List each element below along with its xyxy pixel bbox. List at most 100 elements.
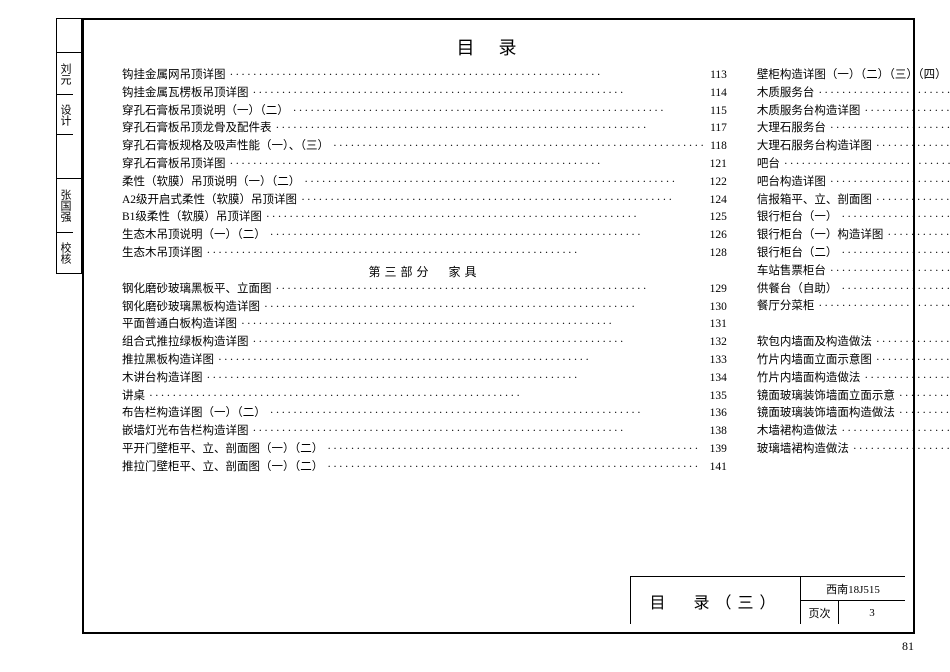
side-tab: 刘元 设计 张国强 校核 [56, 18, 82, 274]
toc-columns: 钩挂金属网吊顶详图113 钩挂金属瓦楞板吊顶详图 114 穿孔石膏板吊顶说明（一）（二… [92, 70, 905, 480]
toc-dots [249, 426, 710, 438]
toc-dots [814, 301, 950, 313]
toc-label: 生态木吊顶详图 [122, 248, 203, 260]
toc-label: 柔性（软膜）吊顶说明（一）（二） [122, 177, 300, 189]
toc-dots [872, 337, 950, 349]
toc-entry: 大理石服务台149 [757, 123, 950, 135]
toc-dots [297, 195, 710, 207]
toc-dots [872, 141, 950, 153]
toc-page: 129 [710, 284, 727, 296]
toc-entry: A2级开启式柔性（软膜）吊顶详图124 [122, 195, 727, 207]
toc-page: 133 [710, 355, 727, 367]
toc-label: 布告栏构造详图（一）（二） [122, 408, 266, 420]
toc-entry: 软包内墙面及构造做法160 [757, 337, 950, 349]
toc-dots [329, 141, 710, 153]
side-cell-name-1: 刘元 [57, 53, 73, 95]
toc-label: 吧台构造详图 [757, 177, 826, 189]
toc-label: 餐厅分菜柜 [757, 301, 815, 313]
toc-label: 信报箱平、立、剖面图 [757, 195, 872, 207]
toc-label: 穿孔石膏板吊顶详图 [122, 159, 226, 171]
toc-page: 117 [710, 123, 727, 135]
toc-dots [203, 373, 710, 385]
footer-title: 目 录（三） [631, 577, 801, 624]
toc-label: 嵌墙灯光布告栏构造详图 [122, 426, 249, 438]
toc-dots [895, 408, 950, 420]
toc-label: 木墙裙构造做法 [757, 426, 838, 438]
toc-page: 135 [710, 391, 727, 403]
toc-label: 讲桌 [122, 391, 145, 403]
toc-entry: 竹片内墙面立面示意图161 [757, 355, 950, 367]
toc-entry: 组合式推拉绿板构造详图132 [122, 337, 727, 349]
toc-dots [266, 408, 710, 420]
toc-dots [780, 159, 950, 171]
toc-label: 钩挂金属瓦楞板吊顶详图 [122, 88, 249, 100]
toc-entry: 大理石服务台构造详图150 [757, 141, 950, 153]
toc-dots [837, 248, 950, 260]
toc-label: 钢化磨砂玻璃黑板构造详图 [122, 302, 260, 314]
toc-entry: 钩挂金属瓦楞板吊顶详图 114 [122, 88, 727, 100]
side-cell-name-2: 张国强 [57, 179, 73, 233]
toc-entry: 壁柜构造详图（一）（二）（三）（四）143 [757, 70, 950, 82]
toc-label: 木讲台构造详图 [122, 373, 203, 385]
toc-dots [226, 70, 711, 82]
toc-dots [145, 391, 710, 403]
toc-entry: 木质服务台147 [757, 88, 950, 100]
toc-entry: B1级柔性（软膜）吊顶详图 125 [122, 212, 727, 224]
toc-page: 128 [710, 248, 727, 260]
toc-entry: 穿孔石膏板规格及吸声性能（一）、（三）118 [122, 141, 727, 153]
footer-docnum: 西南18J515 [801, 581, 905, 597]
toc-page: 131 [710, 319, 727, 331]
side-sig-1 [57, 19, 81, 53]
toc-dots [289, 106, 710, 118]
toc-entry: 平面普通白板构造详图 131 [122, 319, 727, 331]
toc-page: 114 [710, 88, 727, 100]
footer-docnum-row: 西南18J515 [801, 577, 905, 601]
toc-entry: 银行柜台（二）156 [757, 248, 950, 260]
toc-label: 软包内墙面及构造做法 [757, 337, 872, 349]
toc-entry: 生态木吊顶说明（一）（二）126 [122, 230, 727, 242]
toc-entry: 平开门壁柜平、立、剖面图（一）（二）139 [122, 444, 727, 456]
toc-dots [203, 248, 710, 260]
toc-dots [837, 426, 950, 438]
section-heading: 第三部分 家具 [122, 266, 727, 278]
toc-label: 银行柜台（一）构造详图 [757, 230, 884, 242]
toc-label: 推拉门壁柜平、立、剖面图（一）（二） [122, 462, 323, 474]
toc-dots [837, 212, 950, 224]
toc-entry: 餐厅分菜柜159 [757, 301, 950, 313]
toc-dots [262, 212, 710, 224]
toc-entry: 镜面玻璃装饰墙面构造做法164 [757, 408, 950, 420]
toc-dots [872, 195, 950, 207]
toc-dots [323, 462, 709, 474]
toc-page: 126 [710, 230, 727, 242]
toc-dots [272, 123, 711, 135]
toc-dots [266, 230, 710, 242]
toc-entry: 信报箱平、立、剖面图153 [757, 195, 950, 207]
toc-dots [249, 88, 711, 100]
left-column: 钩挂金属网吊顶详图113 钩挂金属瓦楞板吊顶详图 114 穿孔石膏板吊顶说明（一）（二… [122, 70, 727, 480]
toc-label: 钩挂金属网吊顶详图 [122, 70, 226, 82]
toc-label: 平面普通白板构造详图 [122, 319, 237, 331]
toc-page: 124 [710, 195, 727, 207]
toc-entry: 钩挂金属网吊顶详图113 [122, 70, 727, 82]
side-sig-2 [57, 135, 81, 179]
toc-entry: 穿孔石膏板吊顶说明（一）（二）115 [122, 106, 727, 118]
footer-page-label: 页次 [801, 601, 839, 624]
toc-page: 125 [710, 212, 727, 224]
toc-dots [872, 355, 950, 367]
toc-label: 银行柜台（一） [757, 212, 838, 224]
toc-entry: 生态木吊顶详图 128 [122, 248, 727, 260]
toc-label: 组合式推拉绿板构造详图 [122, 337, 249, 349]
toc-label: 木质服务台构造详图 [757, 106, 861, 118]
toc-entry: 玻璃墙裙构造做法166 [757, 444, 950, 456]
toc-page: 138 [710, 426, 727, 438]
toc-label: 吧台 [757, 159, 780, 171]
toc-label: 大理石服务台 [757, 123, 826, 135]
toc-dots [300, 177, 709, 189]
toc-label: B1级柔性（软膜）吊顶详图 [122, 212, 262, 224]
toc-page: 136 [710, 408, 727, 420]
toc-entry: 车站售票柜台157 [757, 266, 950, 278]
toc-dots [814, 88, 950, 100]
footer-block: 目 录（三） 西南18J515 页次 3 [630, 576, 905, 624]
toc-entry: 木质服务台构造详图148 [757, 106, 950, 118]
toc-entry: 推拉门壁柜平、立、剖面图（一）（二）141 [122, 462, 727, 474]
